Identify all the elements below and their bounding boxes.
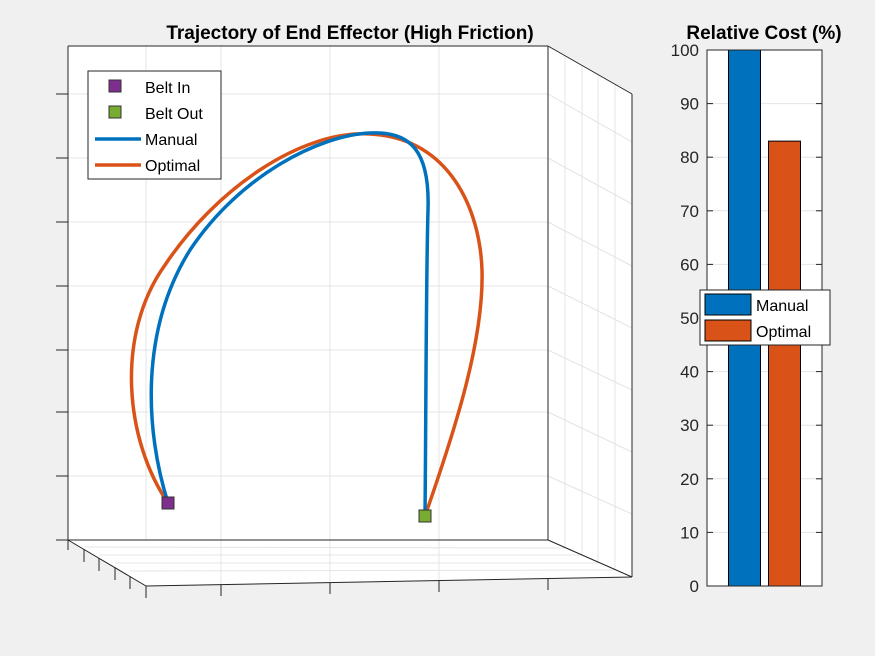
legend-manual-label: Manual: [145, 132, 197, 149]
cost-title: Relative Cost (%): [686, 23, 841, 44]
belt-out-marker: [418, 509, 432, 523]
cost-y-tick-label: 0: [690, 577, 699, 596]
cost-y-tick-label: 80: [680, 148, 699, 167]
trajectory-floor-grid: [83, 540, 616, 585]
cost-legend-optimal-label: Optimal: [756, 324, 811, 341]
cost-y-tick-label: 10: [680, 523, 699, 542]
manual-trajectory: [149, 131, 430, 517]
legend-belt-in-label: Belt In: [145, 80, 190, 97]
trajectory-legend: Belt In Belt Out Manual Optimal: [87, 70, 222, 180]
legend-belt-out-swatch: [108, 105, 122, 119]
belt-in-marker: [161, 496, 175, 510]
cost-legend: Manual Optimal: [699, 289, 831, 346]
cost-y-tick-label: 70: [680, 202, 699, 221]
cost-legend-manual-swatch: [704, 293, 752, 316]
legend-belt-in-swatch: [108, 79, 122, 93]
trajectory-title: Trajectory of End Effector (High Frictio…: [166, 23, 533, 44]
cost-bar-optimal: [768, 140, 801, 587]
cost-legend-manual-label: Manual: [756, 298, 808, 315]
trajectory-axis-lines: [67, 45, 633, 587]
trajectory-side-wall: [548, 46, 632, 577]
cost-y-tick-label: 90: [680, 95, 699, 114]
cost-legend-optimal-swatch: [704, 319, 752, 342]
cost-y-tick-label: 40: [680, 363, 699, 382]
cost-y-tick-label: 30: [680, 416, 699, 435]
legend-belt-out-label: Belt Out: [145, 106, 203, 123]
trajectory-axes: Trajectory of End Effector (High Frictio…: [56, 23, 633, 598]
cost-y-tick-label: 50: [680, 309, 699, 328]
cost-y-tick-label: 20: [680, 470, 699, 489]
legend-optimal-label: Optimal: [145, 158, 200, 175]
cost-y-tick-label: 100: [671, 41, 699, 60]
cost-ticks: 0 10 20 30 40 50 60 70 80 90 100: [671, 41, 822, 596]
cost-bar-chart: 0 10 20 30 40 50 60 70 80 90 100 Relative Cost (%)…: [671, 23, 842, 596]
trajectory-side-grid: [547, 56, 633, 570]
cost-y-tick-label: 60: [680, 255, 699, 274]
trajectory-ticks: [56, 93, 549, 598]
